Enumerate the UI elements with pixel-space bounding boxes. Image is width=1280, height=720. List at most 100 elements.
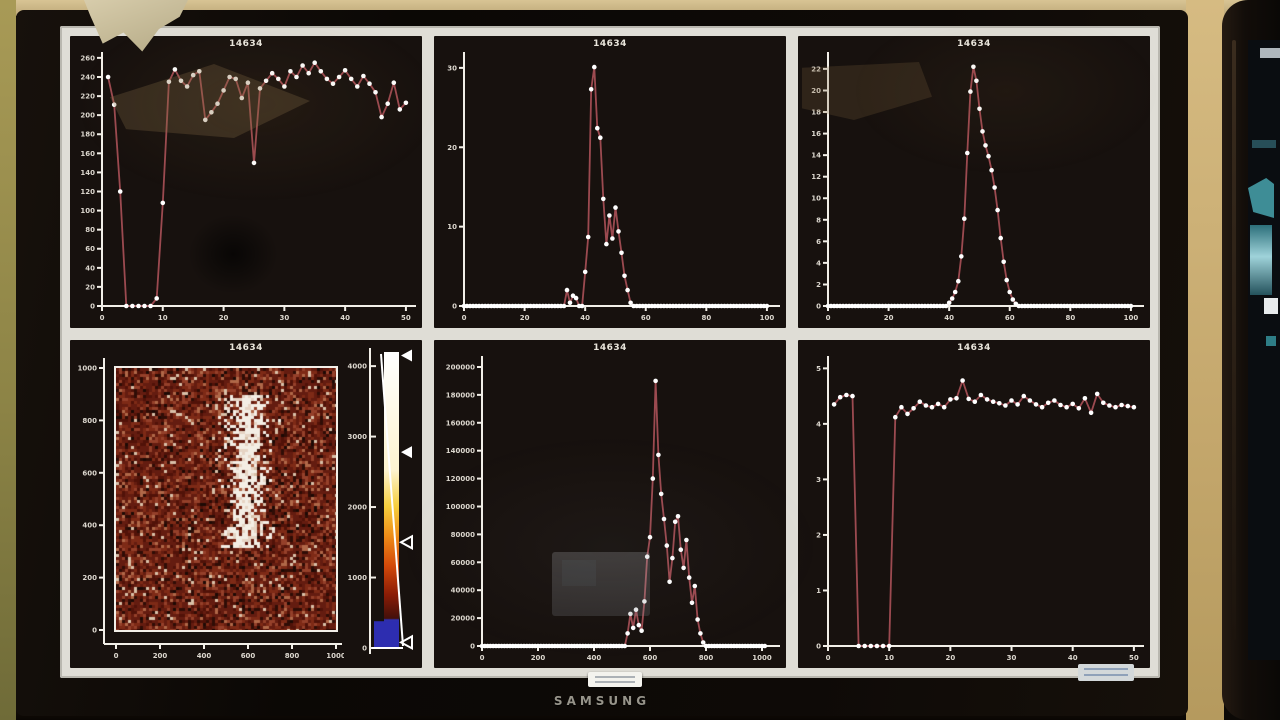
colorbar-tick-label: 3000 [348, 433, 368, 441]
data-point [1007, 289, 1012, 295]
y-tick-label: 30 [447, 64, 457, 72]
data-point [905, 411, 910, 417]
data-point [695, 617, 700, 622]
data-point [379, 114, 384, 120]
data-point [984, 397, 990, 402]
chart-panel-profile-5: 14634 0 20000 40000 60000 80000 100000 120000 1… [434, 340, 786, 668]
data-point [686, 575, 692, 580]
colorbar-handle[interactable] [401, 446, 412, 459]
y-tick-label: 120000 [446, 475, 475, 483]
data-point [625, 631, 630, 636]
y-tick-label: 160000 [446, 419, 475, 427]
data-point [330, 81, 336, 86]
data-point [692, 583, 698, 589]
ui-fragment [1260, 48, 1280, 58]
data-point [1010, 297, 1016, 302]
colorbar-handle[interactable] [398, 634, 413, 651]
data-point [971, 64, 976, 70]
y-tick-label: 0 [92, 627, 97, 635]
data-point [130, 303, 135, 309]
colorbar-underflow-block [374, 621, 399, 648]
data-point [178, 78, 184, 84]
bezel-gloss [1232, 40, 1236, 640]
data-point [245, 80, 251, 85]
data-point [619, 250, 624, 256]
data-point [661, 516, 667, 522]
data-point [977, 106, 982, 112]
y-tick-label: 60000 [451, 559, 475, 567]
y-tick-label: 22 [811, 65, 821, 73]
data-point [923, 403, 929, 408]
data-point [844, 392, 849, 398]
data-point [1003, 403, 1008, 408]
y-tick-label: 200 [80, 112, 95, 120]
colorbar-tick-label: 1000 [348, 574, 368, 582]
x-tick-label: 10 [158, 314, 168, 322]
y-tick-label: 18 [811, 109, 821, 117]
data-point [190, 72, 196, 78]
x-tick-label: 20 [520, 314, 530, 322]
x-tick-label: 40 [580, 314, 590, 322]
data-point [610, 236, 615, 241]
data-point [644, 554, 650, 559]
wall-strip-left [0, 0, 16, 720]
y-tick-label: 0 [816, 643, 821, 651]
data-line [107, 61, 407, 307]
data-point [956, 278, 961, 284]
data-point [1101, 400, 1106, 406]
data-point [582, 269, 588, 275]
data-point [294, 74, 299, 80]
data-point [142, 303, 147, 309]
data-point [992, 185, 997, 190]
y-tick-label: 2 [816, 531, 821, 539]
x-tick-label: 400 [197, 652, 212, 660]
data-point [954, 396, 959, 401]
y-tick-label: 40 [85, 264, 95, 272]
data-point [868, 643, 874, 649]
data-point [880, 643, 886, 649]
x-tick-label: 400 [587, 654, 602, 662]
data-point [689, 600, 695, 606]
x-tick-label: 1000 [326, 652, 344, 660]
data-point [917, 399, 923, 404]
chart-title: 14634 [593, 39, 627, 49]
data-point [269, 70, 275, 76]
x-tick-label: 40 [340, 314, 350, 322]
y-tick-label: 16 [811, 130, 821, 138]
y-tick-label: 100 [80, 207, 95, 215]
bezel-sticker [588, 672, 642, 687]
y-tick-label: 10 [811, 195, 821, 203]
data-line [833, 379, 1135, 647]
y-tick-label: 800 [82, 417, 97, 425]
colorbar-handle[interactable] [401, 349, 412, 362]
line-chart: 0 1 2 3 4 5 0 10 20 30 40 50 [798, 340, 1150, 668]
data-point [595, 125, 600, 131]
y-tick-label: 80 [85, 226, 95, 234]
ui-fragment [1248, 178, 1274, 218]
data-point [965, 150, 970, 156]
data-point [1076, 406, 1082, 411]
data-point [564, 287, 570, 293]
data-point [1128, 303, 1134, 309]
colorbar-handle[interactable] [398, 534, 413, 550]
data-point [233, 76, 238, 82]
y-tick-label: 140 [80, 169, 95, 177]
data-point [1125, 403, 1131, 409]
y-tick-label: 180 [80, 131, 95, 139]
chart-title: 14634 [957, 39, 991, 49]
data-point [1021, 393, 1027, 399]
data-point [111, 102, 117, 107]
y-tick-label: 1000 [78, 365, 98, 373]
data-point [1119, 402, 1124, 408]
chart-title: 14634 [229, 39, 263, 49]
colorbar-tick-label: 2000 [348, 504, 368, 512]
y-tick-label: 4 [816, 420, 821, 428]
data-point [874, 643, 880, 649]
bezel-sticker-right [1078, 664, 1134, 681]
data-point [966, 396, 971, 402]
beam-image-plot: 0 200 400 600 800 1000 0 200 400 600 800 1000 [70, 340, 344, 668]
data-point [598, 135, 603, 140]
x-tick-label: 0 [100, 314, 105, 322]
y-tick-label: 4 [816, 259, 821, 267]
data-point [656, 452, 661, 458]
